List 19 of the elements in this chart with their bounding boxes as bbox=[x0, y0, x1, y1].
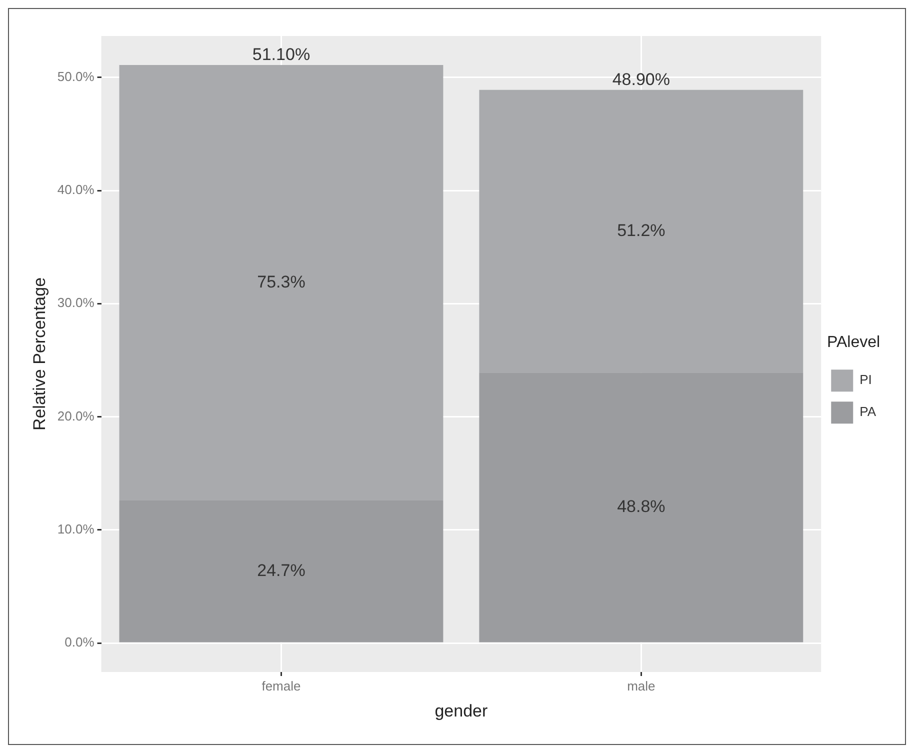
annotation: 75.3% bbox=[257, 272, 306, 292]
total-label: 48.90% bbox=[612, 70, 670, 90]
y-tick-label: 0.0% bbox=[64, 634, 95, 650]
y-tick-label: 10.0% bbox=[57, 521, 95, 536]
annotation: 51.2% bbox=[617, 220, 666, 240]
x-tick-label: female bbox=[262, 678, 301, 694]
annotation: 48.8% bbox=[617, 497, 666, 516]
y-tick-label: 30.0% bbox=[57, 295, 95, 310]
legend-label: PI bbox=[860, 372, 872, 388]
y-tick-label: 50.0% bbox=[57, 68, 95, 84]
legend-title: PAlevel bbox=[827, 334, 880, 351]
y-tick-label: 40.0% bbox=[57, 182, 95, 198]
legend-label: PA bbox=[860, 404, 876, 420]
x-axis-title: gender bbox=[434, 701, 488, 720]
total-label: 51.10% bbox=[252, 45, 310, 64]
y-tick-label: 20.0% bbox=[57, 408, 95, 424]
annotation: 24.7% bbox=[257, 561, 306, 580]
y-axis-title: Relative Percentage bbox=[30, 277, 49, 431]
x-tick-label: male bbox=[627, 678, 656, 694]
